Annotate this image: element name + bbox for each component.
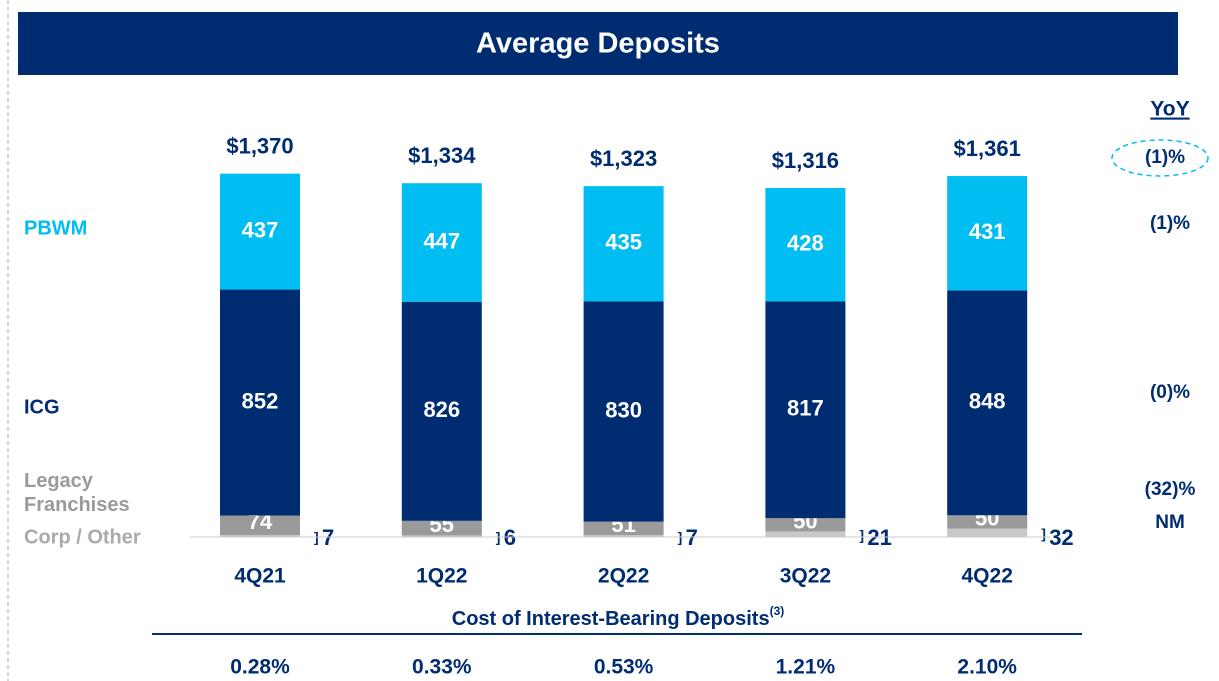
data-label: 431 <box>969 219 1006 244</box>
yoy-label: NM <box>1155 512 1185 533</box>
series-label-line: Franchises <box>24 494 130 516</box>
x-tick-label: 1Q22 <box>416 565 467 588</box>
bar-segment <box>220 515 300 536</box>
data-label: 848 <box>969 389 1006 414</box>
bar-segment <box>947 515 1028 529</box>
series-label: Legacy Franchises <box>24 470 130 516</box>
series-label: Corp / Other <box>24 526 141 548</box>
bar-segment <box>947 176 1028 291</box>
bar-segment <box>583 186 664 302</box>
yoy-total: (1)% <box>1145 147 1185 168</box>
bracket: ] <box>1041 525 1046 541</box>
bar-segment <box>947 528 1028 537</box>
bar-segment <box>765 531 846 537</box>
data-label: 447 <box>423 228 460 253</box>
yoy-title: YoY <box>1150 98 1189 121</box>
x-tick-label: 3Q22 <box>780 565 831 588</box>
data-label: 437 <box>242 217 279 242</box>
bar-segment <box>220 173 300 290</box>
data-label: 826 <box>423 397 460 422</box>
chart-title: Average Deposits <box>476 28 720 60</box>
bar-segment <box>220 289 300 516</box>
x-tick-label: 4Q22 <box>962 565 1013 588</box>
total-label: $1,316 <box>772 148 839 173</box>
bar-segment <box>401 520 482 536</box>
total-label: $1,370 <box>226 133 293 158</box>
total-label: $1,334 <box>408 143 476 168</box>
yoy-label: (0)% <box>1150 382 1190 403</box>
data-label: 32 <box>1049 525 1073 550</box>
cost-value: 2.10% <box>957 656 1017 679</box>
cost-value: 1.21% <box>776 656 836 679</box>
bar-segment <box>401 183 482 302</box>
bar-segment <box>401 535 482 537</box>
series-label: ICG <box>24 396 60 418</box>
bar-segment <box>583 535 664 537</box>
data-label: 830 <box>605 397 642 422</box>
cost-note: (3) <box>770 604 785 618</box>
cost-title: Cost of Interest-Bearing Deposits(3) <box>452 604 785 630</box>
bar-segment <box>220 535 300 537</box>
yoy-label: (32)% <box>1145 479 1196 500</box>
x-tick-label: 2Q22 <box>598 565 649 588</box>
bar-segment <box>583 521 664 536</box>
data-label: 428 <box>787 231 824 256</box>
highlight <box>1111 139 1209 177</box>
cost-title-text: Cost of Interest-Bearing Deposits <box>452 608 770 630</box>
bar-segment <box>947 290 1028 516</box>
bracket: ] <box>859 527 864 543</box>
data-label: 435 <box>605 230 642 255</box>
series-label: PBWM <box>24 217 87 239</box>
bar-segment <box>765 301 846 519</box>
yoy-label: (1)% <box>1150 213 1190 234</box>
bar-segment <box>583 301 664 522</box>
cost-value: 0.28% <box>230 656 290 679</box>
total-label: $1,323 <box>590 146 657 171</box>
data-label: 817 <box>787 396 824 421</box>
series-label-line: Legacy <box>24 470 94 492</box>
cost-value: 0.33% <box>412 656 472 679</box>
title-bar <box>18 12 1178 75</box>
data-label: 852 <box>242 388 279 413</box>
cost-value: 0.53% <box>594 656 654 679</box>
total-label: $1,361 <box>954 136 1021 161</box>
bar-segment <box>765 518 846 532</box>
bar-segment <box>765 187 846 302</box>
bar-segment <box>401 301 482 521</box>
x-tick-label: 4Q21 <box>234 565 286 588</box>
